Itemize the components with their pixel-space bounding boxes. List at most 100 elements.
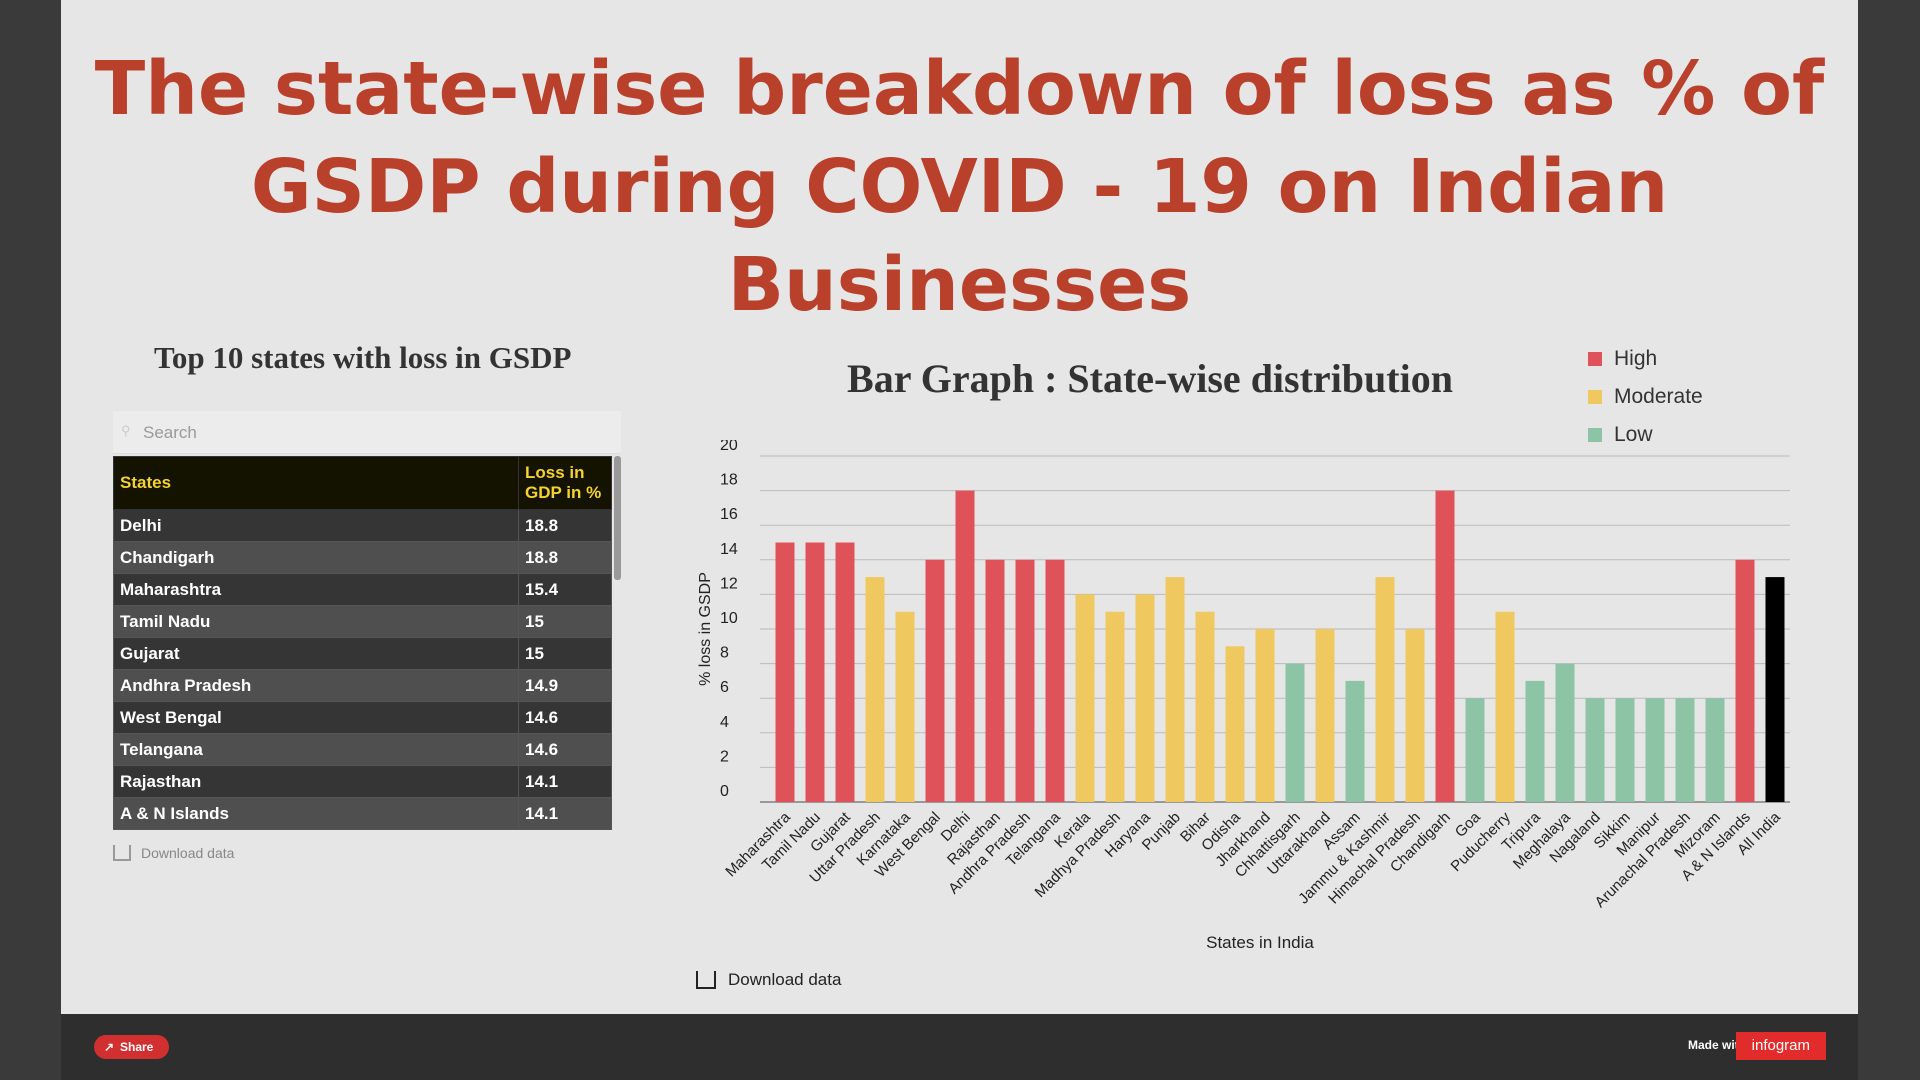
bar [1345,680,1365,802]
legend-label: Moderate [1614,385,1703,408]
header-loss[interactable]: Loss in GDP in % [518,456,612,510]
cell-loss: 18.8 [518,541,612,574]
bar [1255,629,1275,802]
y-tick-label: 18 [720,472,738,489]
chart-download-label: Download data [728,970,842,989]
x-axis-label: States in India [1206,933,1314,952]
y-tick-label: 16 [720,506,738,523]
cell-state: Delhi [113,509,519,542]
bar [1495,611,1515,802]
download-icon [696,971,716,989]
bar [1075,594,1095,802]
made-with-label: Made with [1687,1038,1746,1052]
table-row: West Bengal 14.6 [113,701,612,734]
cell-state: Chandigarh [113,541,519,574]
cell-loss: 14.9 [518,669,612,702]
bar [1735,559,1755,802]
page-title: The state-wise breakdown of loss as % of… [61,40,1858,334]
legend-item-moderate[interactable]: Moderate [1588,378,1703,416]
bar [1195,611,1215,802]
bar [1435,490,1455,802]
title-line-1: The state-wise breakdown of loss as % of [94,46,1825,132]
bar [1465,698,1485,802]
table-title: Top 10 states with loss in GSDP [154,340,572,375]
y-tick-label: 8 [720,645,729,662]
chart-download-button[interactable]: Download data [696,970,841,990]
legend-label: Low [1614,423,1653,446]
share-button[interactable]: ↗ Share [94,1035,170,1059]
bar [1165,577,1185,802]
bar [1285,663,1305,802]
bar [1555,663,1575,802]
table-scrollbar[interactable] [614,456,621,580]
y-tick-label: 10 [720,610,738,627]
bar [895,611,915,802]
legend-item-low[interactable]: Low [1588,416,1703,454]
bar [1675,698,1695,802]
bar [1615,698,1635,802]
bar [1645,698,1665,802]
y-tick-label: 6 [720,679,729,696]
bar [835,542,855,802]
table-row: Delhi 18.8 [113,509,612,542]
cell-state: West Bengal [113,701,519,734]
bar [1225,646,1245,802]
y-tick-label: 12 [720,575,738,592]
search-input[interactable] [141,411,605,455]
table-row: Andhra Pradesh 14.9 [113,669,612,702]
table-download-label: Download data [141,845,235,861]
cell-loss: 14.1 [518,797,612,830]
cell-loss: 15 [518,605,612,638]
cell-state: Andhra Pradesh [113,669,519,702]
chart-legend: High Moderate Low [1588,340,1703,454]
legend-swatch-moderate [1588,390,1602,404]
bar [775,542,795,802]
share-icon: ↗ [104,1040,115,1054]
cell-state: Maharashtra [113,573,519,606]
bar [1015,559,1035,802]
y-tick-label: 14 [720,541,738,558]
download-icon [113,845,131,861]
cell-state: A & N Islands [113,797,519,830]
table-row: Rajasthan 14.1 [113,765,612,798]
table-row: Chandigarh 18.8 [113,541,612,574]
bar [1405,629,1425,802]
cell-state: Rajasthan [113,765,519,798]
footer-bar: ↗ Share Made with infogram [61,1014,1858,1080]
bar [1105,611,1125,802]
bar [1135,594,1155,802]
bar [1765,577,1785,802]
table-row: Gujarat 15 [113,637,612,670]
y-tick-label: 2 [720,748,729,765]
data-table: States Loss in GDP in % Delhi 18.8 Chandi… [113,456,612,836]
table-header-row: States Loss in GDP in % [113,456,612,510]
bar [1045,559,1065,802]
title-line-2: GSDP during COVID - 19 on Indian Busines… [250,144,1669,328]
table-row: Maharashtra 15.4 [113,573,612,606]
cell-state: Gujarat [113,637,519,670]
table-row: Telangana 14.6 [113,733,612,766]
bar [1315,629,1335,802]
header-states[interactable]: States [113,456,519,510]
y-tick-label: 4 [720,714,729,731]
y-axis-label: % loss in GSDP [697,572,714,686]
bar [1585,698,1605,802]
y-tick-label: 0 [720,783,729,800]
cell-state: Telangana [113,733,519,766]
bar [1705,698,1725,802]
bar [955,490,975,802]
legend-swatch-low [1588,428,1602,442]
search-box[interactable]: ⚲ [113,411,621,455]
legend-swatch-high [1588,352,1602,366]
table-download-button[interactable]: Download data [113,845,234,861]
bar [925,559,945,802]
legend-item-high[interactable]: High [1588,340,1703,378]
search-icon: ⚲ [121,423,131,438]
cell-loss: 14.6 [518,701,612,734]
legend-label: High [1614,347,1658,370]
bar [1525,680,1545,802]
bar [865,577,885,802]
chart-title: Bar Graph : State-wise distribution [847,356,1453,401]
infogram-logo[interactable]: infogram [1735,1032,1826,1060]
